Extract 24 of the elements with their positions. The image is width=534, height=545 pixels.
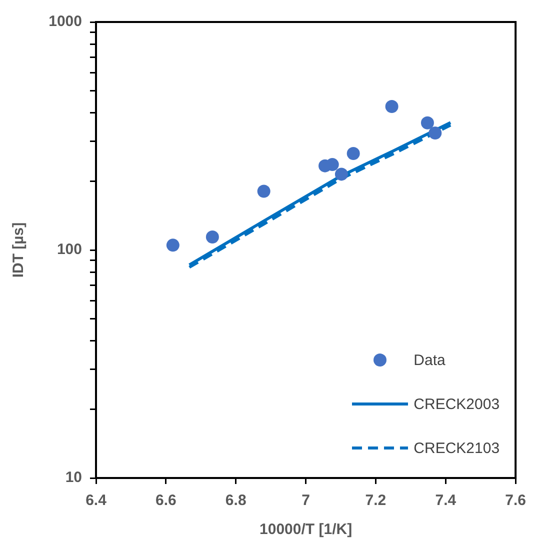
- point: [326, 158, 339, 172]
- legend-label: Data: [414, 352, 446, 368]
- point: [334, 168, 348, 181]
- x-tick-label: 7.2: [365, 492, 386, 510]
- legend-label: CRECK2103: [414, 440, 500, 456]
- point: [257, 184, 270, 198]
- x-tick-label: 6.4: [86, 492, 108, 510]
- x-tick-label: 7: [302, 492, 310, 510]
- legend-label: CRECK2003: [414, 396, 500, 412]
- point: [420, 116, 434, 130]
- x-axis-title: 10000/T [1/K]: [260, 521, 352, 538]
- x-tick-label: 7.4: [435, 492, 457, 510]
- point: [385, 100, 398, 113]
- y-axis-title: IDT [µs]: [10, 222, 28, 278]
- point: [346, 147, 360, 160]
- x-tick-label: 6.8: [225, 492, 246, 510]
- point: [166, 238, 180, 252]
- x-tick-label: 7.6: [505, 492, 526, 510]
- y-tick-label: 1000: [48, 13, 82, 30]
- point: [206, 230, 219, 244]
- y-tick-label: 10: [65, 469, 82, 486]
- y-tick-label: 100: [56, 241, 82, 258]
- point: [428, 126, 442, 140]
- x-tick-label: 6.6: [156, 492, 176, 510]
